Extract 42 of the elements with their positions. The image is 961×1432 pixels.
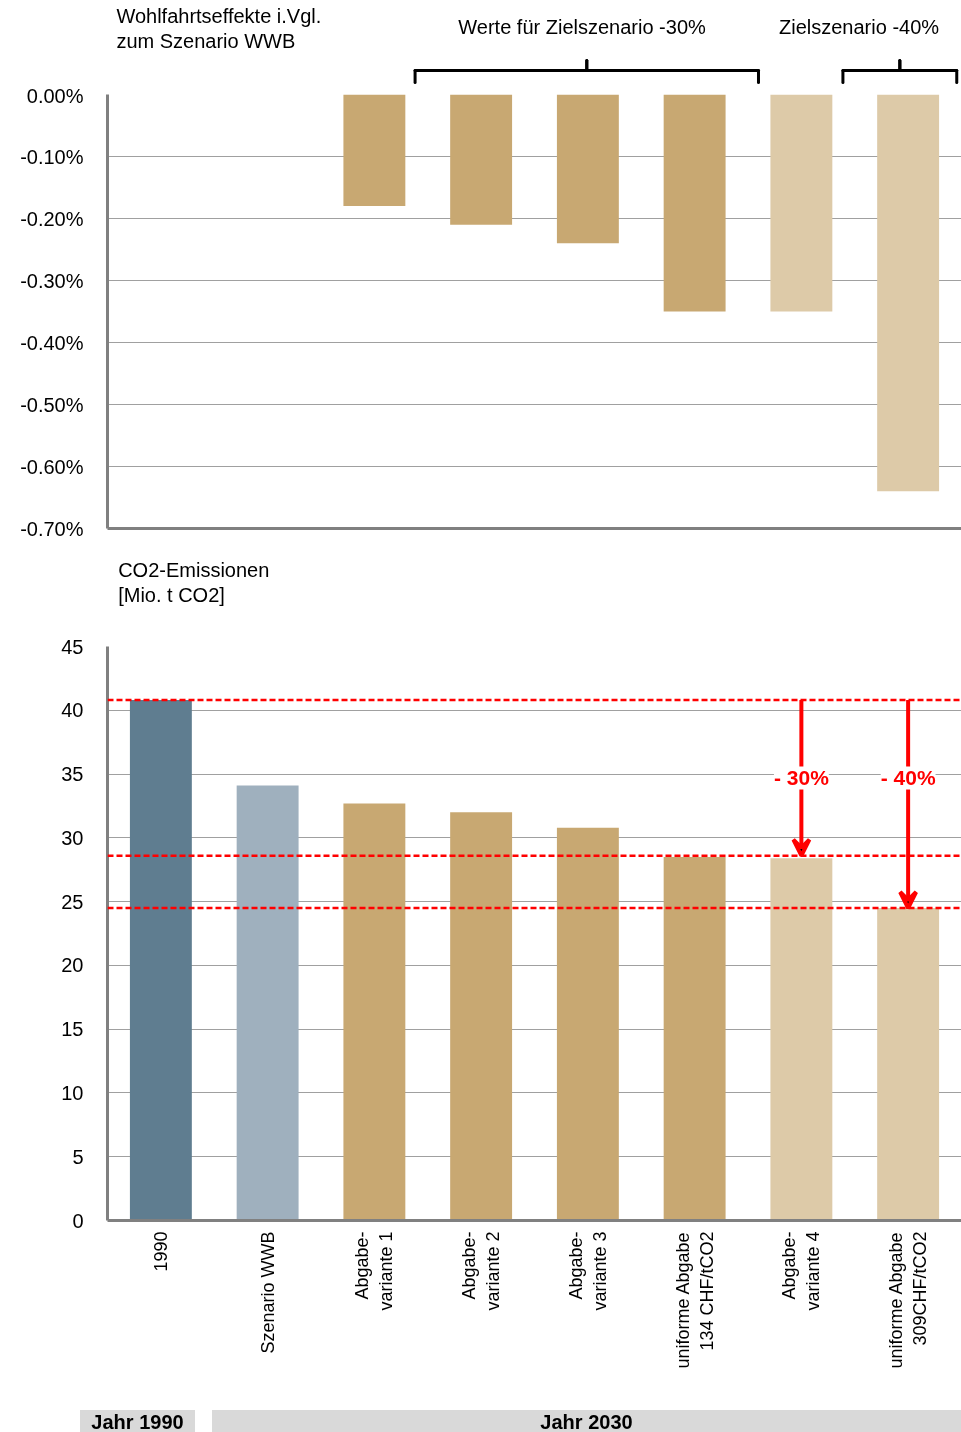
y-tick-label: -0.20% — [20, 207, 84, 230]
bar — [236, 785, 299, 1221]
y-axis-title: CO2-Emissionen [Mio. t CO2] — [118, 558, 270, 606]
bar — [343, 803, 406, 1221]
x-tick-label: 1990 — [150, 1231, 171, 1272]
x-tick-label: Abgabe- variante 2 — [459, 1231, 504, 1311]
y-tick-label: -0.10% — [20, 145, 84, 168]
text: Zielszenario -40% — [779, 15, 940, 38]
annotation: - 40% — [880, 766, 936, 790]
x-tick-label: uniforme Abgabe 309CHF/tCO2 — [886, 1231, 931, 1369]
text: Jahr 1990 — [80, 1410, 195, 1432]
bar — [450, 812, 513, 1221]
y-tick-label: 10 — [61, 1081, 84, 1104]
bar — [877, 907, 940, 1221]
bar — [770, 858, 833, 1221]
bar — [663, 856, 726, 1221]
y-tick-label: 30 — [61, 826, 84, 849]
annotation: - 30% — [773, 766, 830, 790]
y-tick-label: 0 — [72, 1209, 84, 1232]
y-tick-label: 35 — [61, 763, 84, 786]
x-tick-label: uniforme Abgabe 134 CHF/tCO2 — [672, 1231, 717, 1369]
y-tick-label: -0.40% — [20, 331, 84, 354]
y-tick-label: 0.00% — [26, 84, 84, 107]
bar — [556, 827, 619, 1221]
text: Werte für Zielszenario -30% — [458, 15, 707, 38]
y-tick-label: 25 — [61, 890, 84, 913]
bar — [129, 700, 192, 1221]
y-tick-label: 15 — [61, 1018, 84, 1041]
y-tick-label: -0.50% — [20, 393, 84, 416]
y-tick-label: -0.30% — [20, 269, 84, 292]
y-tick-label: -0.60% — [20, 455, 84, 478]
y-tick-label: 20 — [61, 954, 84, 977]
y-tick-label: 40 — [61, 699, 84, 722]
y-axis-title: Wohlfahrtseffekte i.Vgl. zum Szenario WWB — [116, 4, 322, 52]
y-tick-label: -0.70% — [20, 517, 84, 540]
x-tick-label: Abgabe- variante 4 — [779, 1231, 824, 1311]
x-tick-label: Szenario WWB — [257, 1231, 278, 1354]
x-tick-label: Abgabe- variante 3 — [565, 1231, 610, 1311]
x-tick-label: Abgabe- variante 1 — [352, 1231, 397, 1311]
y-tick-label: 5 — [72, 1145, 84, 1168]
y-tick-label: 45 — [61, 635, 84, 658]
text: Jahr 2030 — [212, 1410, 961, 1432]
